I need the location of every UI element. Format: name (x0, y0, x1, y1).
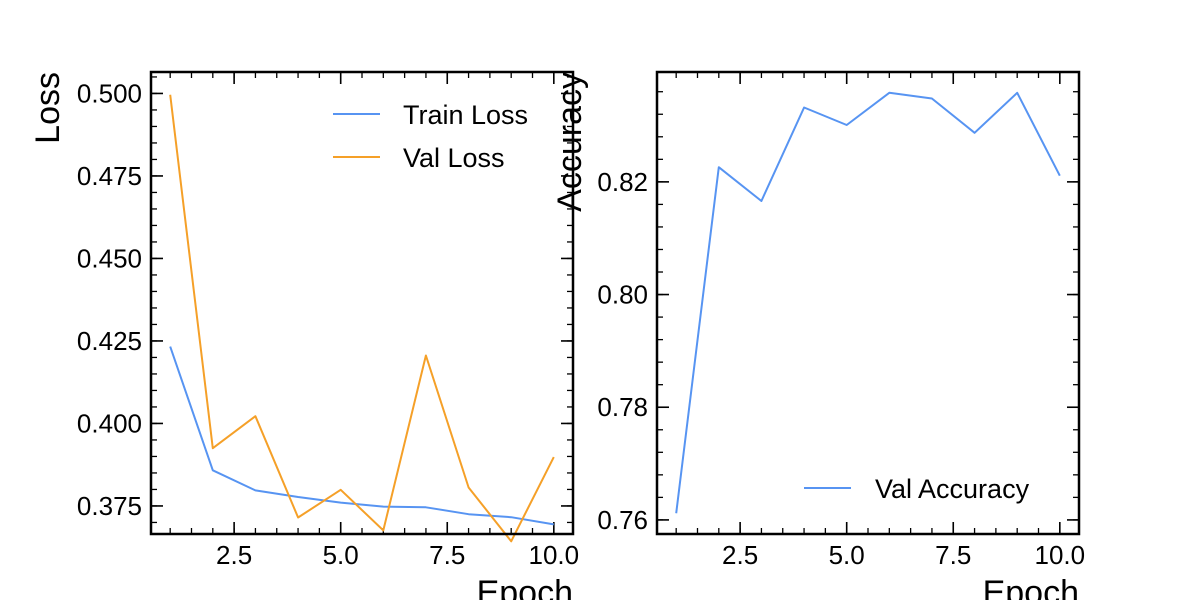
y-tick-label: 0.375 (77, 491, 142, 521)
y-tick-label: 0.80 (597, 280, 648, 310)
plot-frame (655, 70, 1081, 536)
series-line-2 (169, 94, 555, 543)
x-tick-label: 5.0 (323, 540, 359, 570)
y-tick-label: 0.82 (597, 167, 648, 197)
legend-label: Val Loss (403, 143, 505, 173)
y-tick-label: 0.425 (77, 326, 142, 356)
legend-label: Train Loss (403, 100, 528, 130)
y-tick-label: 0.76 (597, 505, 648, 535)
x-axis-title: Epoch (983, 574, 1079, 600)
y-tick-label: 0.450 (77, 243, 142, 273)
y-tick-label: 0.78 (597, 392, 648, 422)
x-tick-label: 2.5 (722, 540, 758, 570)
chart-panel-2: 2.5 5.0 7.5 10.0 0.76 0.78 0.80 0.82 Val Accurac… (551, 70, 1086, 600)
x-tick-label: 5.0 (829, 540, 865, 570)
x-axis-title: Epoch (477, 574, 573, 600)
legend-label: Val Accuracy (875, 474, 1030, 504)
y-axis-title: Loss (29, 72, 67, 144)
legend: Val Accuracy (804, 474, 1030, 504)
minor-ticks (657, 72, 1079, 534)
y-tick-label: 0.475 (77, 161, 142, 191)
x-tick-label: 10.0 (1035, 540, 1086, 570)
x-tick-label: 7.5 (935, 540, 971, 570)
y-tick-label: 0.500 (77, 78, 142, 108)
series-line-1 (169, 346, 554, 526)
series-line-1 (675, 91, 1061, 514)
x-tick-label: 2.5 (216, 540, 252, 570)
y-axis-title: Accuracy (551, 72, 589, 212)
y-tick-label: 0.400 (77, 408, 142, 438)
chart-panel-1: 2.5 5.0 7.5 10.0 0.375 0.400 0.425 0.450 0.475 0.… (29, 70, 580, 600)
x-tick-label: 10.0 (529, 540, 580, 570)
legend: Train Loss Val Loss (333, 100, 528, 173)
x-tick-label: 7.5 (429, 540, 465, 570)
minor-ticks (151, 72, 573, 534)
plot-frame (149, 70, 575, 536)
